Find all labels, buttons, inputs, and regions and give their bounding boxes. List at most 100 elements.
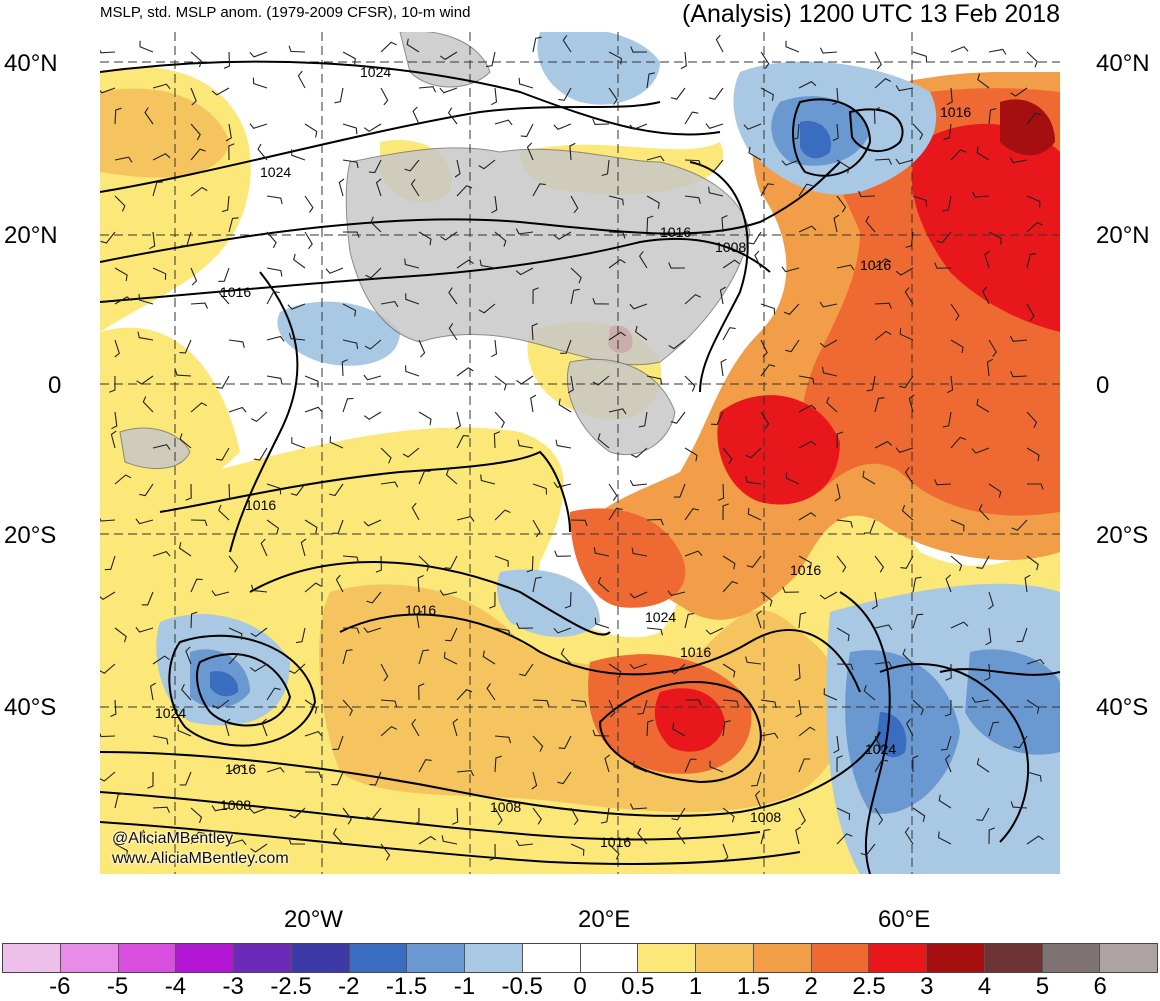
wind-barb <box>100 591 116 600</box>
wind-barb <box>380 663 389 682</box>
wind-barb <box>219 287 230 305</box>
wind-barb <box>608 408 627 415</box>
isobar <box>339 613 861 693</box>
wind-barb <box>332 519 344 534</box>
wind-barb <box>114 843 128 857</box>
wind-barb <box>705 123 724 129</box>
wind-barb <box>1026 658 1045 665</box>
wind-barb <box>950 339 964 354</box>
lat-label-left-40s: 40°S <box>4 694 57 721</box>
wind-barb <box>836 264 855 271</box>
wind-barb <box>570 519 588 527</box>
wind-barb <box>798 512 817 521</box>
wind-barb <box>439 51 458 61</box>
wind-barb <box>260 538 268 557</box>
wind-barb <box>553 123 572 130</box>
wind-barb <box>667 590 686 597</box>
colorbar-swatch <box>580 944 639 972</box>
wind-barb <box>454 159 461 178</box>
map-subtitle: MSLP, std. MSLP anom. (1979-2009 CFSR), … <box>100 4 471 21</box>
wind-barb <box>785 472 800 485</box>
wind-barb <box>190 123 201 141</box>
wind-barb <box>448 323 458 341</box>
wind-barb <box>342 159 359 169</box>
wind-barb <box>760 51 770 69</box>
colorbar-swatch <box>3 944 61 972</box>
wind-barb <box>873 107 881 125</box>
wind-barb <box>380 300 399 308</box>
wind-barb <box>228 217 239 233</box>
wind-barb <box>493 431 501 449</box>
isobar-label: 1024 <box>645 609 676 625</box>
wind-barb <box>865 215 876 233</box>
wind-barb <box>670 411 686 424</box>
wind-barb <box>667 231 686 237</box>
anomaly-area <box>537 32 660 105</box>
wind-barb <box>976 758 990 773</box>
wind-barb <box>516 375 534 385</box>
wind-barb <box>418 649 430 665</box>
wind-barb <box>976 807 990 821</box>
wind-barb <box>100 517 116 522</box>
lat-label-right-20s: 20°S <box>1096 522 1149 549</box>
wind-barb <box>791 123 800 141</box>
wind-barb <box>1009 157 1028 164</box>
colorbar-tick-label: 0 <box>573 973 587 1000</box>
wind-barb <box>936 231 952 244</box>
wind-barb <box>114 156 133 163</box>
lat-label-right-40n: 40°N <box>1096 50 1150 77</box>
wind-barb <box>592 298 610 305</box>
wind-barb <box>532 36 542 53</box>
wind-barb <box>754 790 762 809</box>
wind-barb <box>147 772 154 789</box>
isobar-label: 1016 <box>790 562 821 578</box>
wind-barb <box>680 51 687 70</box>
isobar <box>196 653 292 727</box>
isobar <box>100 237 771 303</box>
wind-barb <box>190 807 203 824</box>
wind-barb <box>532 183 546 197</box>
wind-barb <box>418 86 437 93</box>
wind-barb <box>494 509 511 521</box>
wind-barb <box>570 699 587 708</box>
wind-barb <box>629 123 648 130</box>
wind-barb <box>249 663 268 672</box>
wind-barb <box>746 555 762 568</box>
wind-barb <box>604 754 611 773</box>
wind-barb <box>760 411 770 429</box>
anomaly-area <box>210 671 239 697</box>
wind-barb <box>570 267 582 284</box>
wind-barb <box>950 555 963 571</box>
colorbar-swatch <box>465 944 523 972</box>
isobar-layer <box>100 60 1060 874</box>
wind-barb <box>494 411 505 429</box>
wind-barb <box>228 555 239 573</box>
map-panel: 1024 1024 1016 1016 1008 1016 1016 1016 1016 1024… <box>100 32 1060 874</box>
anomaly-colorbar <box>2 943 1158 973</box>
wind-barb <box>570 843 585 856</box>
wind-barb <box>821 366 838 377</box>
wind-barb <box>942 411 952 428</box>
wind-barb <box>1026 112 1042 125</box>
wind-barb <box>526 555 534 573</box>
wind-barb <box>593 547 610 557</box>
wind-barb <box>515 228 534 235</box>
wind-barb <box>181 683 192 701</box>
isobar-label: 1024 <box>260 164 291 180</box>
wind-barb <box>494 807 503 826</box>
anomaly-area <box>717 395 840 505</box>
wind-barb <box>782 586 800 593</box>
wind-barb <box>684 507 700 521</box>
wind-barb <box>950 149 967 161</box>
wind-barb <box>448 287 458 305</box>
wind-barb <box>901 504 914 521</box>
wind-barb <box>215 447 230 461</box>
wind-barb <box>866 375 876 392</box>
wind-barb <box>479 259 496 269</box>
wind-barb <box>190 302 209 309</box>
wind-barb <box>304 582 322 593</box>
wind-barb <box>444 555 458 569</box>
wind-barb <box>836 195 847 213</box>
wind-barb <box>832 123 839 142</box>
wind-barb <box>819 339 838 348</box>
